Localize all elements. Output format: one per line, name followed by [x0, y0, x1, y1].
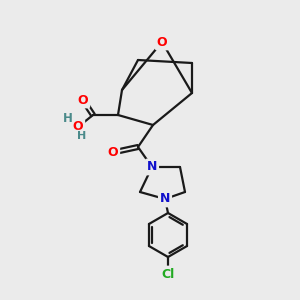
Text: O: O — [78, 94, 88, 106]
Text: N: N — [147, 160, 157, 173]
Text: N: N — [160, 193, 170, 206]
Text: O: O — [108, 146, 118, 158]
Text: O: O — [157, 35, 167, 49]
Text: H: H — [63, 112, 73, 125]
Text: H: H — [77, 131, 87, 141]
Text: O: O — [73, 121, 83, 134]
Text: Cl: Cl — [161, 268, 175, 281]
